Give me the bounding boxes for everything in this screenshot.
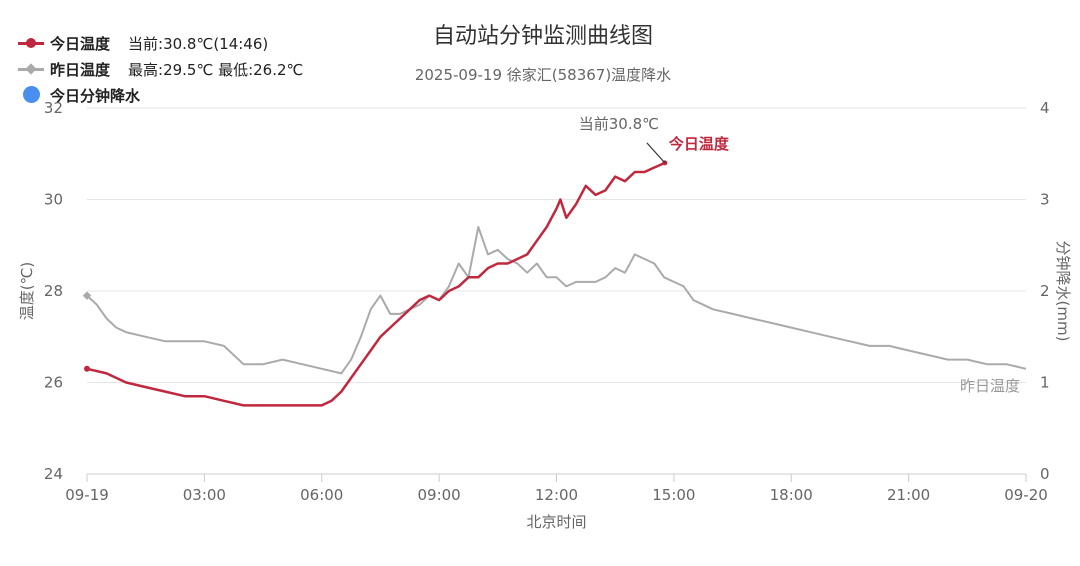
legend-today-info: 当前:30.8℃(14:46) <box>128 34 269 53</box>
chart-title: 自动站分钟监测曲线图 <box>432 24 653 49</box>
y-tick-label: 28 <box>44 282 63 300</box>
chart-subtitle: 2025-09-19 徐家汇(58367)温度降水 <box>414 66 672 84</box>
x-tick-label: 12:00 <box>535 486 578 504</box>
today-series-label: 今日温度 <box>668 135 730 153</box>
yesterday-series-label: 昨日温度 <box>960 377 1020 395</box>
current-callout-line <box>646 142 666 164</box>
legend-yesterday-marker <box>18 62 44 76</box>
legend-today-name: 今日温度 <box>50 34 111 53</box>
x-tick-label: 18:00 <box>770 486 813 504</box>
legend-item-today[interactable]: 今日温度 当前:30.8℃(14:46) <box>18 30 303 56</box>
today-start-marker <box>84 365 90 372</box>
legend-precip-name: 今日分钟降水 <box>50 86 141 105</box>
y-tick-label: 32 <box>44 99 63 117</box>
legend-yesterday-info: 最高:29.5℃ 最低:26.2℃ <box>128 60 304 79</box>
y-axis-title: 温度(℃) <box>18 262 36 321</box>
y2-tick-label: 1 <box>1040 374 1050 392</box>
today-temperature-line <box>86 161 666 407</box>
legend-today-marker <box>18 36 44 50</box>
y2-tick-label: 4 <box>1040 99 1050 117</box>
yesterday-start-marker <box>82 291 92 300</box>
x-tick-label: 21:00 <box>887 486 930 504</box>
legend-item-yesterday[interactable]: 昨日温度 最高:29.5℃ 最低:26.2℃ <box>18 56 303 82</box>
yesterday-temperature-line <box>86 226 1027 375</box>
x-tick-label: 03:00 <box>183 486 226 504</box>
x-tick-label: 09-19 <box>65 486 109 504</box>
x-tick-label: 15:00 <box>652 486 695 504</box>
x-tick-label: 09-20 <box>1004 486 1048 504</box>
y-tick-label: 26 <box>44 374 63 392</box>
legend-precip-marker <box>18 86 44 103</box>
legend: 今日温度 当前:30.8℃(14:46) 昨日温度 最高:29.5℃ 最低:26… <box>18 30 303 108</box>
legend-yesterday-name: 昨日温度 <box>50 60 111 79</box>
y2-tick-label: 3 <box>1040 191 1050 209</box>
legend-item-precip[interactable]: 今日分钟降水 <box>18 82 303 108</box>
x-axis-title: 北京时间 <box>526 513 586 531</box>
y-tick-label: 24 <box>44 465 63 483</box>
y2-axis-title: 分钟降水(mm) <box>1054 241 1072 342</box>
y-tick-label: 30 <box>44 191 63 209</box>
y2-tick-label: 0 <box>1040 465 1050 483</box>
y2-tick-label: 2 <box>1040 282 1050 300</box>
current-value-label: 当前30.8℃ <box>579 115 659 133</box>
x-tick-label: 06:00 <box>300 486 343 504</box>
x-tick-label: 09:00 <box>418 486 461 504</box>
